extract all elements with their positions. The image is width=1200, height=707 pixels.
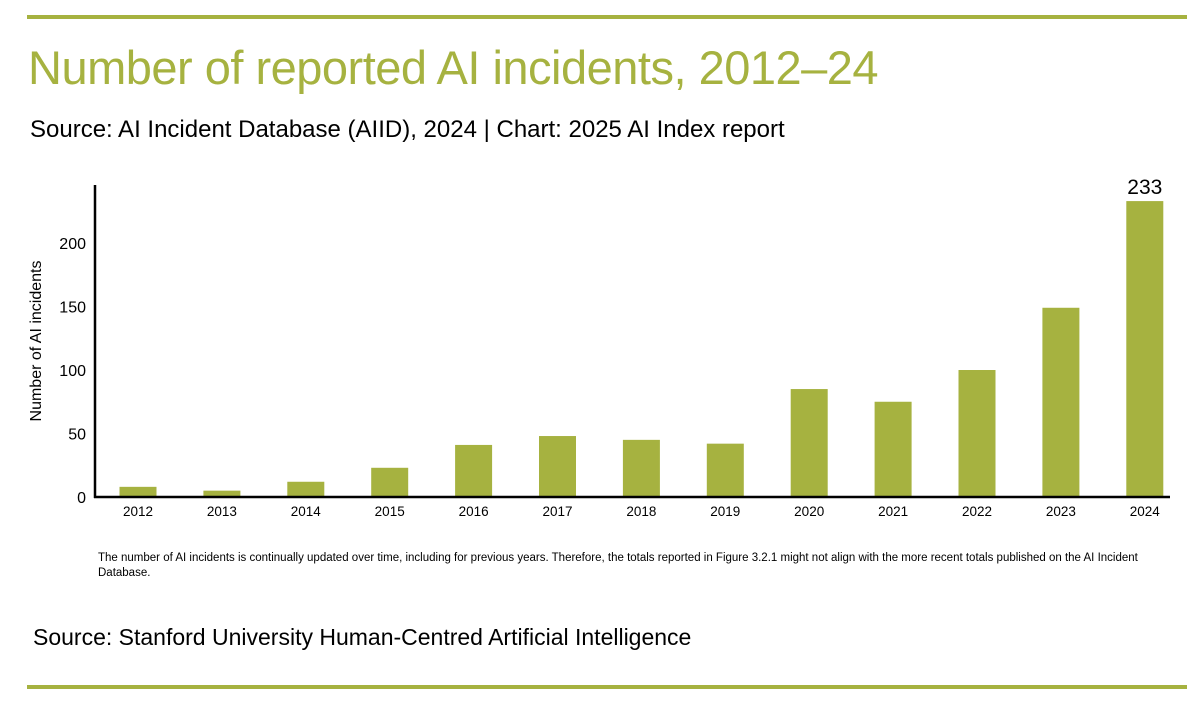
x-tick-label: 2017 xyxy=(542,504,572,519)
chart-subtitle: Source: AI Incident Database (AIID), 202… xyxy=(30,116,785,143)
bar-2020 xyxy=(790,389,828,497)
x-tick-label: 2015 xyxy=(375,504,405,519)
bar-2022 xyxy=(958,370,996,497)
x-tick-label: 2012 xyxy=(123,504,153,519)
bar-2014 xyxy=(287,481,325,497)
bar-2015 xyxy=(371,467,409,497)
footnote: The number of AI incidents is continuall… xyxy=(98,552,1138,579)
x-tick-label: 2021 xyxy=(878,504,908,519)
x-tick-label: 2019 xyxy=(710,504,740,519)
bar-2018 xyxy=(622,439,660,497)
x-tick-label: 2018 xyxy=(626,504,656,519)
x-tick-label: 2024 xyxy=(1130,504,1161,519)
bar-2024 xyxy=(1126,201,1164,497)
bar-2017 xyxy=(539,436,576,497)
bar-2016 xyxy=(455,444,493,497)
x-tick-label: 2016 xyxy=(459,504,489,519)
top-rule xyxy=(27,15,1187,19)
y-tick-label: 150 xyxy=(59,300,86,317)
x-tick-label: 2022 xyxy=(962,504,992,519)
bars-group: 233 xyxy=(119,176,1164,497)
y-tick-label: 50 xyxy=(68,427,86,444)
y-tick-label: 200 xyxy=(59,236,86,253)
chart-title: Number of reported AI incidents, 2012–24 xyxy=(28,41,879,94)
source-credit: Source: Stanford University Human-Centre… xyxy=(33,624,692,650)
x-tick-label: 2023 xyxy=(1046,504,1076,519)
bar-chart: 233 0 50 100 150 200 2012 2013 2014 2015 2016 201… xyxy=(28,176,1170,519)
bar-2023 xyxy=(1042,307,1080,497)
bottom-rule xyxy=(27,685,1187,689)
bar-2013 xyxy=(203,490,241,497)
bar-2019 xyxy=(706,443,744,497)
bar-2012 xyxy=(119,486,157,497)
x-tick-label: 2020 xyxy=(794,504,824,519)
data-label-2024: 233 xyxy=(1127,176,1162,199)
y-axis-label: Number of AI incidents xyxy=(28,261,45,422)
y-tick-label: 0 xyxy=(77,490,86,507)
bar-2021 xyxy=(874,401,912,497)
y-tick-label: 100 xyxy=(59,363,86,380)
x-tick-label: 2013 xyxy=(207,504,237,519)
x-tick-label: 2014 xyxy=(291,504,322,519)
